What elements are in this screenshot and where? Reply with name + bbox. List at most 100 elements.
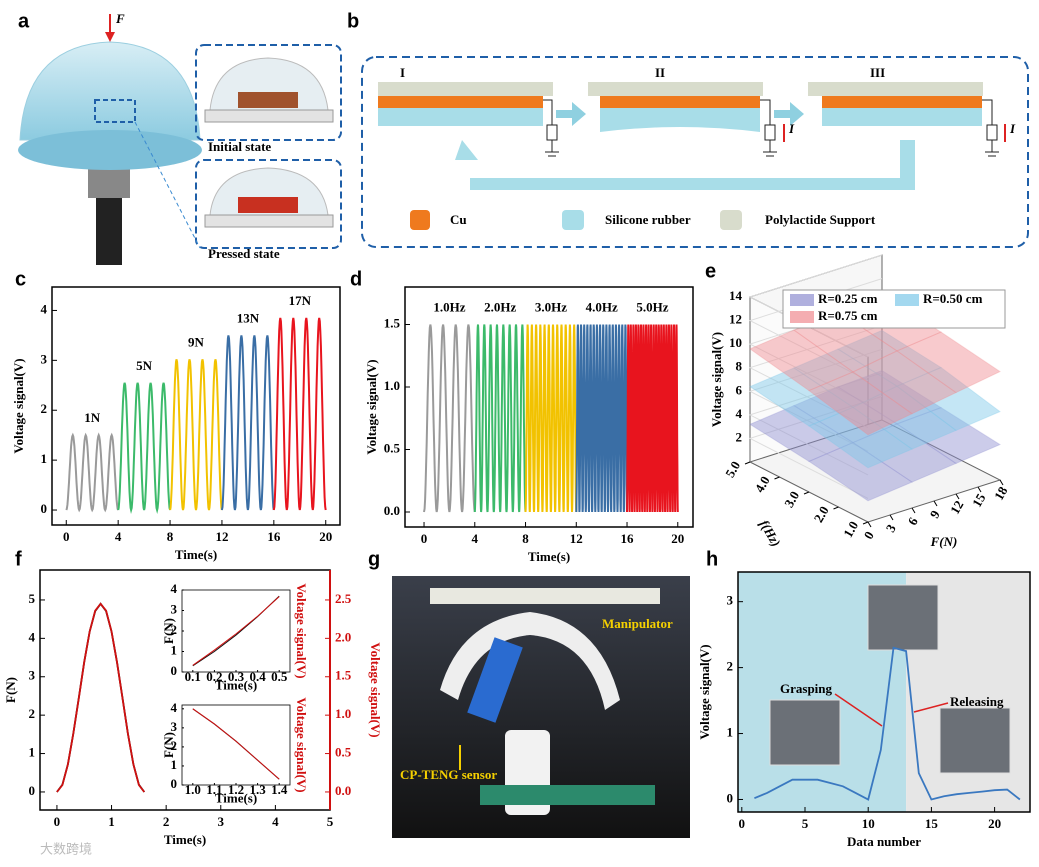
cu <box>822 96 982 108</box>
x-tick-label: 1.1 <box>206 782 222 797</box>
y-tick-label: 1 <box>29 745 36 760</box>
base <box>204 214 334 228</box>
x-tick-label: 0 <box>739 816 746 831</box>
stage-label: II <box>655 65 665 80</box>
support <box>808 82 983 96</box>
annotation-arrow <box>834 693 883 727</box>
photo <box>769 699 841 766</box>
y2-tick-label: 0.5 <box>335 745 352 760</box>
x-tick-label: 1.2 <box>228 782 244 797</box>
series-label: 3.0Hz <box>535 299 567 314</box>
legend-swatch <box>410 210 430 230</box>
waveform <box>473 324 527 513</box>
inset-box <box>195 44 342 141</box>
y-tick-label: 1 <box>171 642 178 657</box>
surface-patch <box>836 369 943 425</box>
step-arrow <box>556 102 586 126</box>
y-tick-label: 3 <box>41 351 48 366</box>
x-tick-label: 0 <box>54 814 61 829</box>
inset-line <box>192 708 280 780</box>
x-tick-label: 18 <box>991 483 1011 502</box>
base <box>204 109 334 123</box>
surface-patch <box>748 329 855 392</box>
y-tick-label: 2 <box>171 738 178 753</box>
surface-patch <box>792 386 899 444</box>
waveform <box>575 324 628 513</box>
dome-base <box>18 130 202 170</box>
y-tick-label: 1.0 <box>840 518 861 540</box>
y-tick-label: 3 <box>29 668 36 683</box>
y-tick <box>833 506 839 510</box>
surface-patch <box>808 371 913 436</box>
x-tick-label: 1.3 <box>249 782 266 797</box>
x-tick <box>889 514 894 521</box>
x-tick-label: 0 <box>63 529 70 544</box>
legend-swatch <box>790 311 814 323</box>
y-tick-label: 3 <box>727 593 734 608</box>
inset-box <box>195 159 342 249</box>
waveform <box>272 317 327 511</box>
surface-patch <box>792 348 899 408</box>
legend-label: Polylactide Support <box>765 212 876 227</box>
z-tick-label: 2 <box>736 429 743 444</box>
x-axis-label: Data number <box>847 834 921 849</box>
y-tick <box>862 521 869 525</box>
y2-tick-label: 2.5 <box>335 591 352 606</box>
series-label: 2.0Hz <box>484 299 516 314</box>
x-tick-label: 5 <box>802 816 809 831</box>
line <box>56 602 146 793</box>
x-axis-label: F(N) <box>930 534 958 549</box>
x-tick-label: 20 <box>319 529 332 544</box>
legend-label: R=0.50 cm <box>923 291 983 306</box>
x-tick-label: 4 <box>272 814 279 829</box>
series-label: 17N <box>289 293 312 308</box>
x-tick-label: 2 <box>163 814 170 829</box>
manipulator <box>440 612 620 710</box>
x-tick <box>867 521 872 528</box>
x-tick-label: 10 <box>862 816 875 831</box>
cycle-arrow <box>455 140 915 190</box>
stage-label: I <box>400 65 405 80</box>
annotation: Manipulator <box>602 616 673 631</box>
z-tick-label: 14 <box>729 288 743 303</box>
waveform <box>220 335 275 511</box>
y-tick-label: 0 <box>727 790 734 805</box>
z-tick-label: 4 <box>736 406 743 421</box>
y-tick <box>774 476 780 480</box>
series-label: 5.0Hz <box>636 299 668 314</box>
annotation: CP-TENG sensor <box>400 767 497 782</box>
x-tick-label: 15 <box>969 490 989 509</box>
x-tick-label: 1.0 <box>185 782 201 797</box>
photo <box>867 584 939 651</box>
x-tick-label: 0.5 <box>271 669 288 684</box>
zoom-box <box>94 99 136 123</box>
legend-swatch <box>895 294 919 306</box>
inset-line <box>192 708 280 780</box>
x-tick-label: 0.3 <box>228 669 245 684</box>
y-tick-label: 3 <box>171 601 178 616</box>
current-label: I <box>1009 121 1016 136</box>
x-tick-label: 12 <box>570 531 583 546</box>
annotation-arrow <box>913 702 949 713</box>
panel-letter: d <box>350 268 362 290</box>
x-tick <box>955 493 960 500</box>
line <box>56 602 146 793</box>
y-tick-label: 0 <box>171 663 178 678</box>
y-tick-label: 4 <box>41 301 48 316</box>
y-tick-label: 2 <box>171 622 178 637</box>
legend-swatch <box>790 294 814 306</box>
inset-line <box>192 595 280 667</box>
current-label: I <box>788 121 795 136</box>
x-tick-label: 20 <box>671 531 684 546</box>
force-arrow-head <box>105 32 115 42</box>
y-tick-label: 1 <box>171 757 178 772</box>
inset-y2-label: Voltage signal(V) <box>294 583 309 678</box>
plot-frame <box>404 286 694 528</box>
state-label: Initial state <box>208 139 271 154</box>
connector <box>88 168 130 198</box>
inset-line <box>192 596 280 666</box>
photo <box>939 707 1011 774</box>
panel-letter: h <box>706 548 718 570</box>
x-tick-label: 4 <box>472 531 479 546</box>
